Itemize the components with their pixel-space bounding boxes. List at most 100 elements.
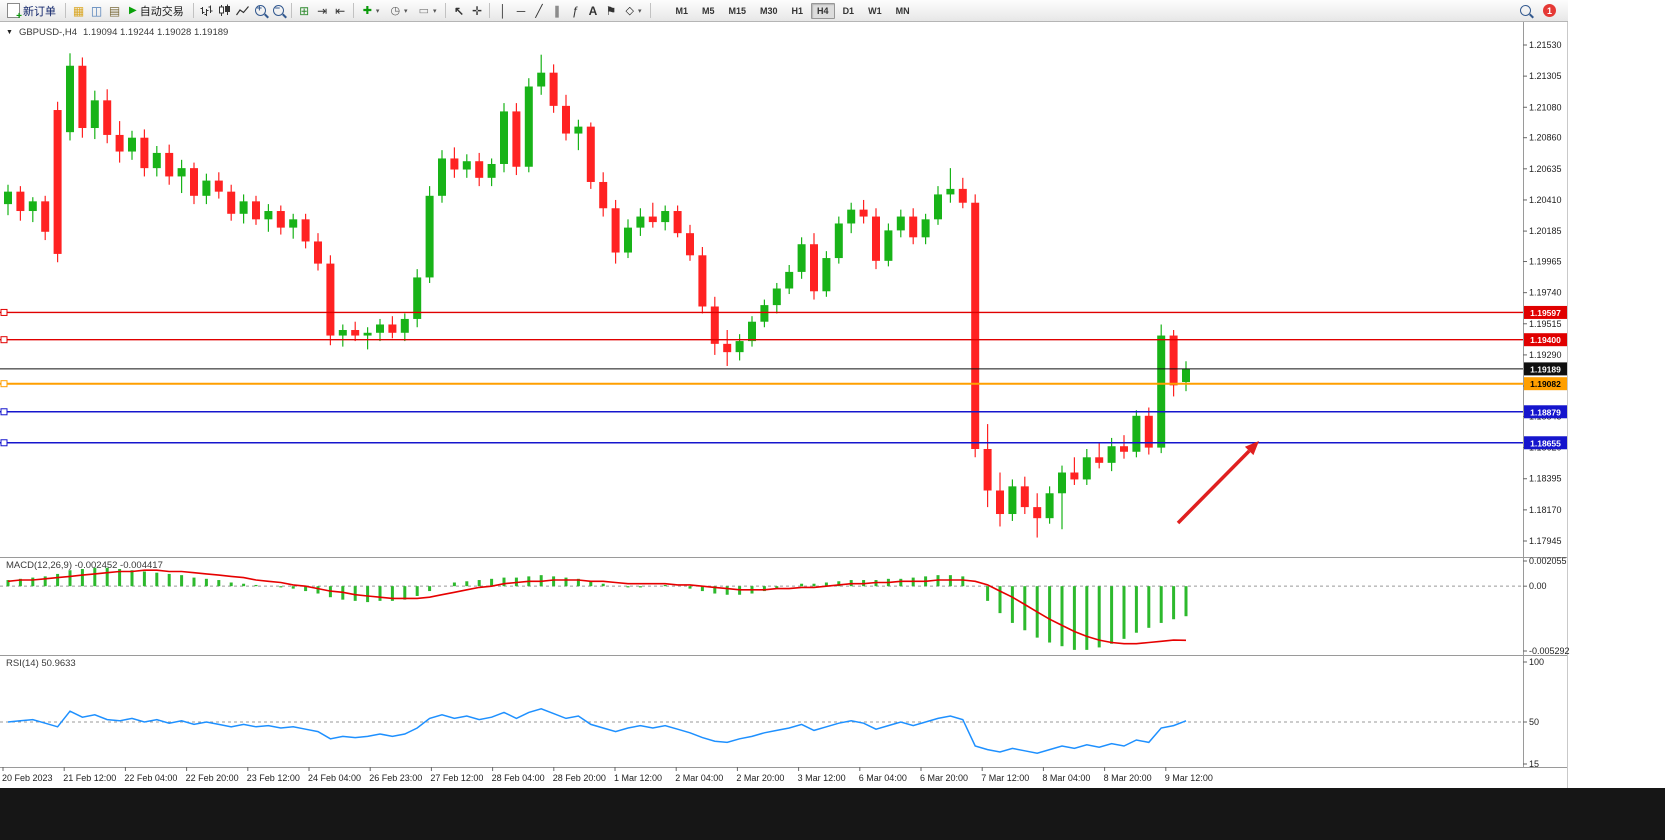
- macd-signal-line: [7, 569, 1187, 645]
- cursor-icon[interactable]: ↖: [453, 3, 465, 18]
- candle-body: [351, 330, 360, 336]
- zoom-out-icon[interactable]: [270, 2, 287, 19]
- candle-body: [946, 188, 955, 195]
- candle-body: [413, 277, 422, 319]
- bar-chart-icon[interactable]: [198, 2, 215, 19]
- line-handle[interactable]: [0, 408, 8, 416]
- candle-body: [252, 201, 260, 220]
- rsi-label: RSI(14) 50.9633: [6, 658, 76, 669]
- axis-tick-label: 1.19965: [1529, 257, 1562, 267]
- candle-body: [872, 216, 880, 261]
- candle-body: [772, 288, 781, 306]
- axis-tick-label: 1.19740: [1529, 288, 1562, 298]
- timeframe-M30[interactable]: M30: [760, 5, 778, 16]
- market-watch-icon[interactable]: ▦: [72, 3, 85, 18]
- new-order-label: 新订单: [23, 5, 56, 18]
- timeframe-W1[interactable]: W1: [868, 5, 882, 16]
- price-badge: [1524, 333, 1567, 347]
- candle-body: [1169, 335, 1178, 386]
- new-order-button[interactable]: 新订单: [2, 1, 61, 22]
- line-chart-icon[interactable]: [234, 2, 251, 19]
- time-label: 20 Feb 2023: [2, 773, 53, 783]
- toolbar-separator: [489, 3, 491, 18]
- time-label: 23 Feb 12:00: [247, 773, 300, 783]
- timeframe-M1[interactable]: M1: [675, 5, 688, 16]
- shapes-dropdown-button[interactable]: ◇ ▾: [620, 1, 646, 21]
- vertical-line-icon[interactable]: │: [499, 3, 507, 18]
- panel-borders: [0, 0, 1568, 788]
- axis-tick-label: 1.20185: [1529, 226, 1562, 236]
- taskbar: [0, 788, 1665, 840]
- timeframe-M15[interactable]: M15: [728, 5, 747, 16]
- candle-body: [264, 211, 273, 220]
- candle-body: [363, 332, 372, 336]
- line-handle[interactable]: [0, 380, 8, 388]
- timeframe-H4[interactable]: H4: [811, 2, 835, 19]
- price-axis: 1.21530 1.21305 1.21080 1.20860 1.20635 1.204…: [1523, 40, 1570, 769]
- toolbar-right-group: 1: [1520, 4, 1556, 17]
- zoom-in-icon[interactable]: [252, 2, 269, 19]
- timeframe-M5[interactable]: M5: [701, 5, 715, 16]
- period-dropdown-button[interactable]: ◷ ▾: [385, 1, 412, 21]
- axis-tick-label: 100: [1529, 657, 1544, 667]
- navigator-icon[interactable]: ▤: [108, 3, 121, 18]
- trend-arrow[interactable]: [1176, 441, 1259, 525]
- candle-body: [996, 490, 1004, 515]
- chart-shift-icon[interactable]: ⇤: [335, 3, 346, 18]
- candle-body: [971, 202, 980, 449]
- trendline-icon[interactable]: ╱: [535, 3, 543, 18]
- text-icon[interactable]: A: [588, 3, 598, 18]
- candle-body: [1107, 446, 1116, 463]
- data-window-icon[interactable]: ◫: [90, 3, 103, 18]
- candle-body: [500, 111, 508, 164]
- autotrading-button[interactable]: ▶ 自动交易: [124, 1, 189, 21]
- price-badge: [1524, 377, 1567, 391]
- chart-menu-arrow-icon[interactable]: ▼: [6, 29, 13, 36]
- line-handle[interactable]: [0, 336, 8, 344]
- new-chart-button[interactable]: ✚ ▾: [358, 1, 385, 21]
- candle-body: [1045, 493, 1054, 519]
- crosshair-icon[interactable]: ✛: [471, 3, 483, 18]
- candle-body: [524, 86, 533, 167]
- time-label: 26 Feb 23:00: [369, 773, 422, 783]
- horizontal-line-icon[interactable]: ─: [516, 3, 526, 18]
- candle-body: [710, 306, 719, 344]
- candle-body: [202, 180, 211, 196]
- timeframe-MN[interactable]: MN: [895, 5, 910, 16]
- candle-body: [165, 152, 174, 177]
- candle-body: [301, 219, 310, 242]
- fibonacci-icon[interactable]: ƒ: [571, 3, 579, 18]
- candle-body: [227, 191, 236, 214]
- timeframe-H1[interactable]: H1: [791, 5, 804, 16]
- candlestick-chart-icon[interactable]: [216, 2, 233, 19]
- candle-body: [723, 343, 732, 353]
- candle-body: [400, 318, 409, 333]
- timeframe-D1[interactable]: D1: [842, 5, 855, 16]
- candle-body: [859, 209, 868, 217]
- candle-body: [549, 72, 558, 106]
- template-dropdown-button[interactable]: ▭ ▾: [414, 1, 442, 21]
- line-handle[interactable]: [0, 439, 8, 447]
- candle-body: [673, 211, 682, 234]
- toolbar-separator: [290, 3, 292, 18]
- candle-body: [376, 324, 384, 333]
- candle-body: [512, 111, 521, 167]
- line-handle[interactable]: [0, 308, 8, 316]
- chart-title: ▼ GBPUSD-,H4 1.19094 1.19244 1.19028 1.1…: [6, 27, 228, 38]
- search-icon[interactable]: [1520, 5, 1531, 16]
- channel-icon[interactable]: ∥: [553, 3, 560, 18]
- tile-windows-icon[interactable]: ⊞: [299, 3, 310, 18]
- label-icon[interactable]: ⚑: [605, 3, 617, 18]
- candle-body: [896, 216, 905, 231]
- price-badge: [1524, 405, 1567, 419]
- auto-scroll-icon[interactable]: ⇥: [317, 3, 328, 18]
- candle-body: [425, 195, 434, 278]
- axis-tick-label: 1.18170: [1529, 505, 1562, 515]
- candle-body: [462, 161, 471, 170]
- candle-body: [326, 263, 335, 336]
- candle-body: [1182, 368, 1190, 383]
- axis-tick-label: 1.21080: [1529, 102, 1562, 112]
- candle-body: [698, 255, 707, 307]
- notification-badge[interactable]: 1: [1543, 4, 1556, 17]
